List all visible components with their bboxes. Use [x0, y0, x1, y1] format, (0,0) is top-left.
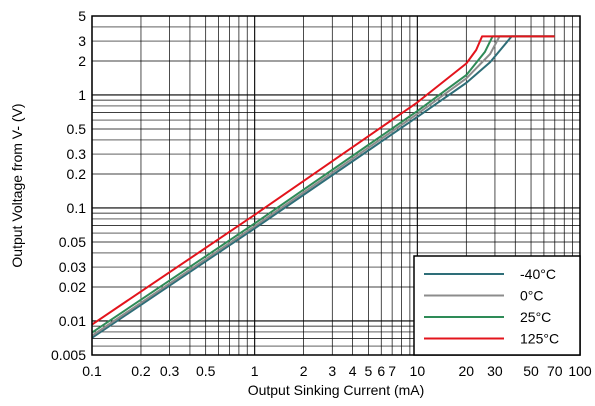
y-tick-label: 0.3: [67, 146, 87, 162]
x-tick-label: 70: [547, 363, 563, 379]
x-tick-label: 100: [568, 363, 592, 379]
y-tick-label: 5: [78, 8, 86, 24]
series-lines: [91, 35, 555, 339]
x-tick-label: 4: [349, 363, 357, 379]
x-tick-labels: 0.1 0.2 0.3 0.5 1 2 3 4 5 6 7 10 20 30 50 70 100: [82, 363, 592, 379]
x-tick-label: 0.5: [196, 363, 216, 379]
x-tick-label: 50: [523, 363, 539, 379]
x-tick-label: 0.1: [82, 363, 102, 379]
x-tick-label: 20: [459, 363, 475, 379]
x-tick-label: 1: [251, 363, 259, 379]
series-line-3: [91, 35, 555, 326]
x-tick-label: 10: [410, 363, 426, 379]
legend: -40°C 0°C 25°C 125°C: [413, 255, 581, 356]
legend-label: 25°C: [520, 309, 551, 325]
y-tick-label: 1: [78, 87, 86, 103]
x-tick-label: 3: [328, 363, 336, 379]
y-tick-label: 0.03: [59, 259, 86, 275]
x-tick-label: 30: [487, 363, 503, 379]
x-axis-label: Output Sinking Current (mA): [248, 382, 425, 398]
y-tick-label: 3: [78, 33, 86, 49]
x-tick-label: 0.3: [160, 363, 180, 379]
x-tick-label: 5: [364, 363, 372, 379]
x-tick-label: 2: [300, 363, 308, 379]
y-tick-label: 2: [78, 53, 86, 69]
y-tick-label: 0.005: [51, 347, 86, 363]
y-tick-label: 0.01: [59, 313, 86, 329]
y-tick-label: 0.2: [67, 166, 87, 182]
x-tick-label: 0.2: [131, 363, 151, 379]
legend-label: -40°C: [520, 266, 556, 282]
x-tick-label: 7: [388, 363, 396, 379]
y-tick-label: 0.02: [59, 279, 86, 295]
legend-label: 125°C: [520, 331, 559, 347]
x-tick-label: 6: [377, 363, 385, 379]
y-tick-label: 0.5: [67, 121, 87, 137]
y-axis-label: Output Voltage from V- (V): [9, 103, 25, 267]
plot-frame: [91, 15, 581, 356]
legend-label: 0°C: [520, 288, 544, 304]
y-tick-labels: 0.005 0.01 0.02 0.03 0.05 0.1 0.2 0.3 0.5 1 2 3 5: [51, 8, 86, 363]
y-tick-label: 0.05: [59, 234, 86, 250]
y-tick-label: 0.1: [67, 200, 87, 216]
